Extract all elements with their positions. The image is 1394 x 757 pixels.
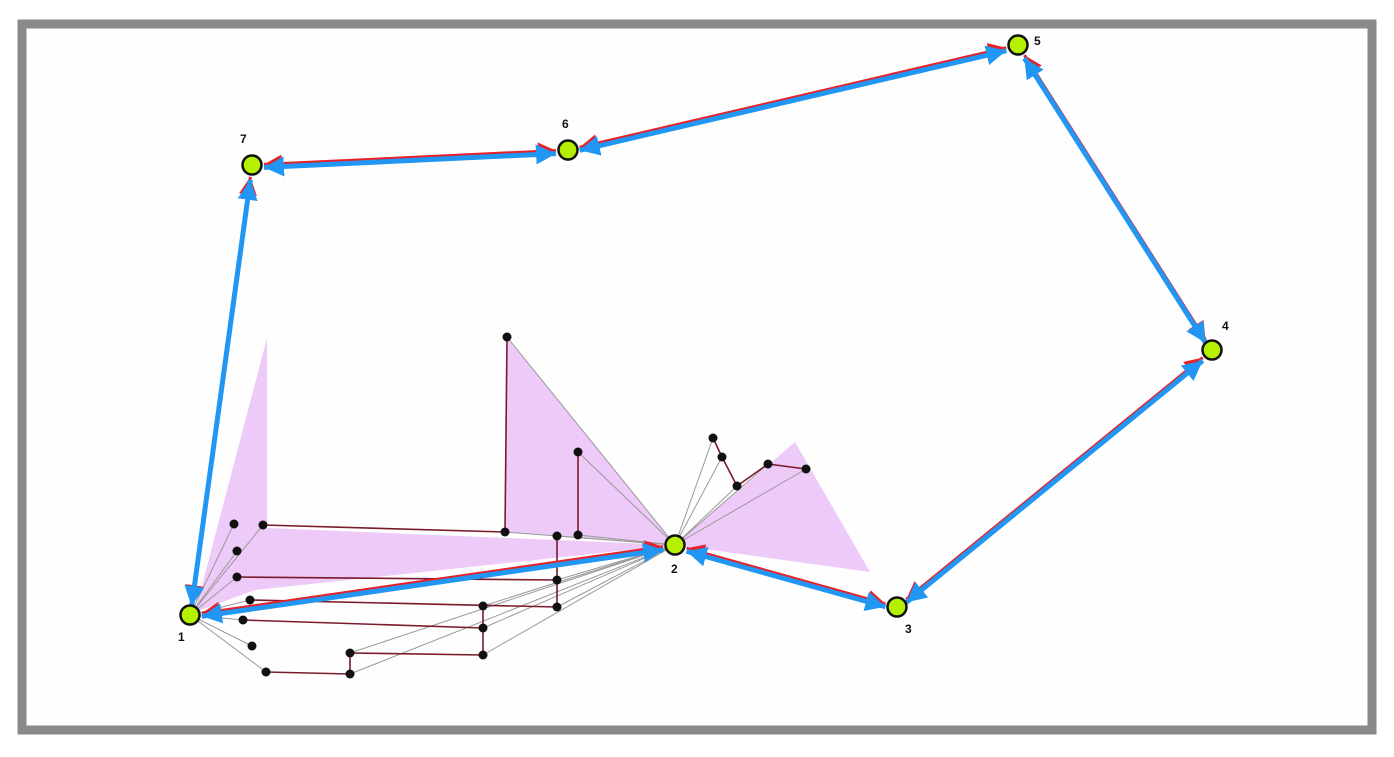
link-gray <box>674 468 807 546</box>
point <box>502 332 512 342</box>
route-blue <box>263 144 557 177</box>
station <box>557 139 579 161</box>
point <box>573 530 583 540</box>
link <box>262 524 506 533</box>
point <box>229 519 239 529</box>
point <box>717 452 727 462</box>
link-gray <box>674 437 714 546</box>
link <box>349 652 484 656</box>
point <box>763 459 773 469</box>
station-label: 3 <box>905 622 912 636</box>
point <box>247 641 257 651</box>
point <box>552 602 562 612</box>
link-gray <box>674 485 738 546</box>
station-label: 7 <box>240 132 247 146</box>
route-blue <box>685 546 887 612</box>
point <box>708 433 718 443</box>
route-blue <box>1022 56 1208 345</box>
point <box>478 623 488 633</box>
station <box>886 596 908 618</box>
point <box>345 648 355 658</box>
point <box>261 667 271 677</box>
link-gray <box>577 451 676 546</box>
point <box>258 520 268 530</box>
region <box>675 442 870 572</box>
point <box>500 527 510 537</box>
route <box>184 43 1208 624</box>
route-blue <box>904 358 1205 605</box>
station <box>179 604 201 626</box>
route-blue <box>184 179 258 607</box>
link-gray <box>674 456 723 546</box>
point <box>232 572 242 582</box>
link <box>504 336 508 533</box>
link-gray <box>189 614 267 673</box>
link <box>265 671 351 675</box>
link-gray <box>506 336 676 546</box>
point <box>478 601 488 611</box>
station-label: 1 <box>178 630 185 644</box>
station <box>1007 34 1029 56</box>
point <box>232 546 242 556</box>
point <box>552 575 562 585</box>
point <box>245 595 255 605</box>
point <box>552 531 562 541</box>
station <box>1201 339 1223 361</box>
point <box>238 615 248 625</box>
link <box>721 456 738 487</box>
nodes: 1 2 3 4 5 6 7 <box>178 34 1229 644</box>
point <box>345 669 355 679</box>
link-gray <box>189 614 253 647</box>
station-label: 6 <box>562 117 569 131</box>
point <box>573 447 583 457</box>
station-label: 5 <box>1034 34 1041 48</box>
link-gray <box>674 463 769 546</box>
link <box>767 463 807 470</box>
route-blue <box>201 542 664 624</box>
point <box>732 481 742 491</box>
route-blue <box>579 45 1007 156</box>
station-label: 2 <box>671 562 678 576</box>
station-label: 4 <box>1222 319 1229 333</box>
point <box>478 650 488 660</box>
link <box>736 463 769 487</box>
point <box>801 464 811 474</box>
station <box>241 154 263 176</box>
station <box>664 534 686 556</box>
